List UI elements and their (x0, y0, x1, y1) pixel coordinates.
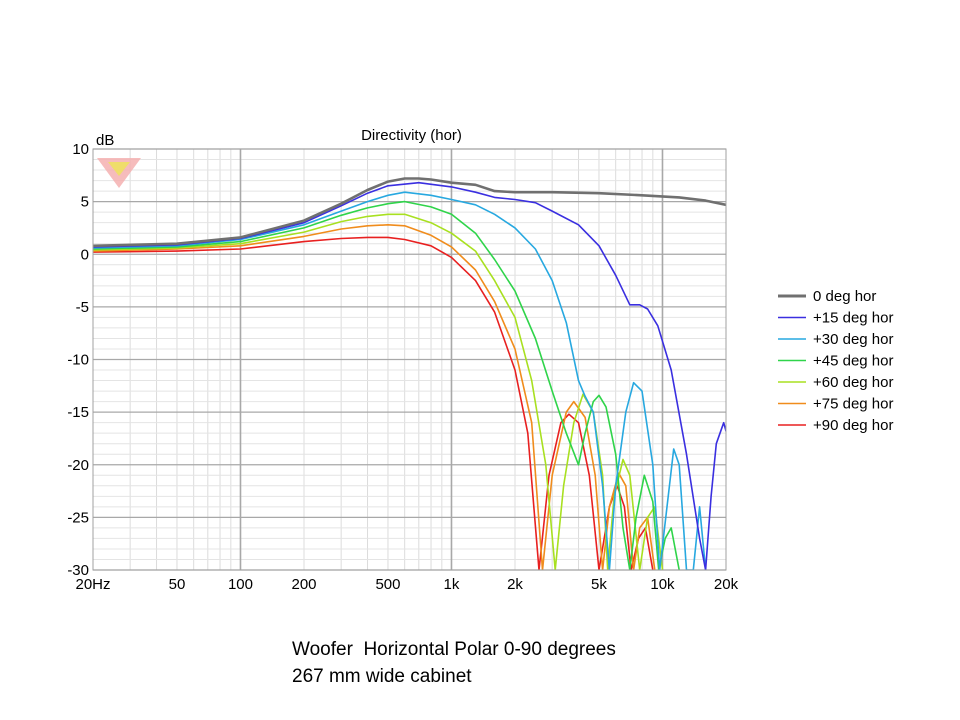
legend-label: 0 deg hor (813, 288, 876, 305)
x-tick-label: 5k (591, 576, 607, 593)
legend-label: +45 deg hor (813, 353, 894, 370)
x-tick-label: 500 (375, 576, 400, 593)
x-tick-labels: 20Hz 50 100 200 500 1k 2k 5k 10k 20k (75, 576, 738, 593)
y-tick-label: -5 (76, 299, 89, 316)
series-line-6 (93, 236, 654, 570)
series-line-5 (93, 224, 656, 570)
y-tick-label: 10 (72, 141, 89, 158)
y-tick-labels: 10 5 0 -5 -10 -15 -20 -25 -30 (67, 141, 89, 579)
x-tick-label: 100 (228, 576, 253, 593)
y-tick-label: 0 (81, 246, 89, 263)
legend-label: +15 deg hor (813, 310, 894, 327)
y-tick-label: -10 (67, 352, 89, 369)
y-tick-label: -15 (67, 404, 89, 421)
legend: 0 deg hor +15 deg hor +30 deg hor +45 deg h… (778, 288, 894, 434)
chart-title: Directivity (hor) (361, 127, 462, 144)
y-tick-label: 5 (81, 194, 89, 211)
x-tick-label: 200 (291, 576, 316, 593)
caption-line-1: Woofer Horizontal Polar 0-90 degrees (292, 639, 616, 660)
legend-label: +75 deg hor (813, 396, 894, 413)
x-tick-label: 10k (650, 576, 675, 593)
y-tick-label: -20 (67, 457, 89, 474)
red-triangle-logo (97, 158, 141, 188)
x-tick-label: 20k (714, 576, 739, 593)
series-line-1 (93, 181, 726, 570)
series-layer (93, 177, 726, 570)
series-line-0 (93, 177, 726, 248)
legend-label: +90 deg hor (813, 417, 894, 434)
logo-triangle-inner (108, 162, 130, 176)
plot-frame (92, 148, 727, 571)
x-tick-label: 1k (444, 576, 460, 593)
y-tick-label: -25 (67, 509, 89, 526)
legend-label: +30 deg hor (813, 331, 894, 348)
x-tick-label: 50 (169, 576, 186, 593)
y-axis-label: dB (96, 132, 114, 149)
y-tick-label: -30 (67, 562, 89, 579)
series-line-3 (93, 200, 680, 570)
figure-caption: Woofer Horizontal Polar 0-90 degrees 267… (292, 636, 616, 690)
x-tick-label: 2k (507, 576, 523, 593)
caption-line-2: 267 mm wide cabinet (292, 666, 472, 687)
series-line-4 (93, 213, 664, 570)
legend-label: +60 deg hor (813, 374, 894, 391)
x-tick-label: 20Hz (75, 576, 110, 593)
series-line-2 (93, 191, 707, 570)
